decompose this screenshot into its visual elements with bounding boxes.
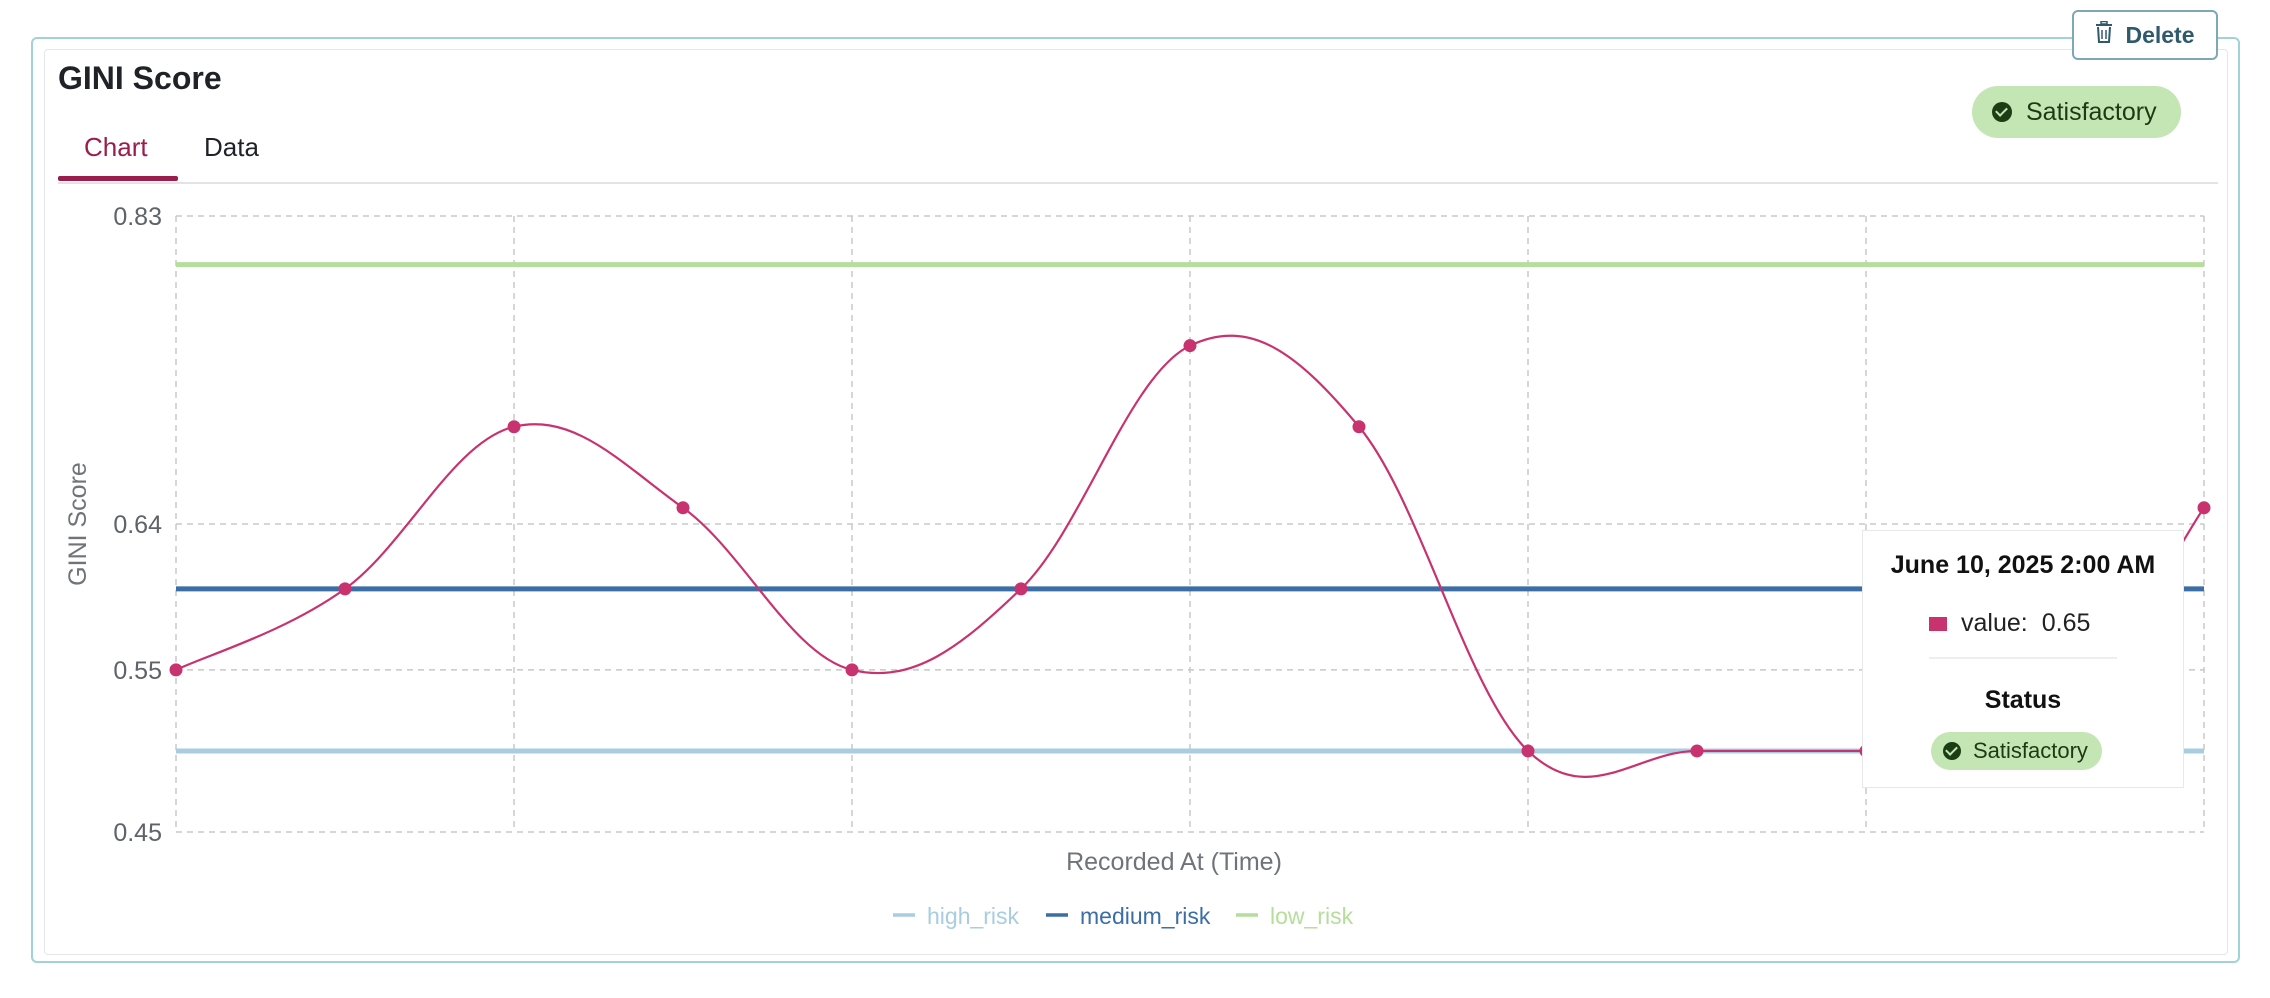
- data-point: [845, 663, 859, 677]
- data-point: [1352, 420, 1366, 434]
- tooltip-series-swatch: [1929, 616, 1947, 631]
- tab-bar: Chart Data: [58, 120, 2218, 184]
- data-point: [169, 663, 183, 677]
- y-tick-label: 0.64: [113, 511, 162, 539]
- trash-icon: [2095, 20, 2113, 49]
- data-point: [507, 420, 521, 434]
- tab-data[interactable]: Data: [204, 132, 259, 162]
- tooltip-status-badge: Satisfactory: [1931, 732, 2102, 770]
- tooltip-value-row: value: 0.65: [1929, 609, 2090, 638]
- tooltip-value: 0.65: [2041, 609, 2091, 637]
- check-circle-icon: [1992, 102, 2012, 122]
- tooltip-date: June 10, 2025 2:00 AM: [1890, 551, 2156, 579]
- x-axis-label: Recorded At (Time): [1066, 848, 1282, 876]
- card-title: GINI Score: [58, 60, 222, 96]
- chart-tooltip: June 10, 2025 2:00 AM value: 0.65 Status…: [1862, 530, 2184, 788]
- grid-lines: [175, 215, 2205, 833]
- delete-button[interactable]: Delete: [2072, 10, 2218, 60]
- legend-label-high-risk: high_risk: [927, 903, 1020, 929]
- data-point: [1690, 744, 1704, 758]
- y-tick-label: 0.45: [113, 819, 162, 847]
- y-tick-label: 0.55: [113, 657, 162, 685]
- tooltip-divider: [1929, 657, 2117, 659]
- y-axis-label: GINI Score: [64, 462, 92, 586]
- chart-card: [44, 49, 2228, 955]
- y-tick-label: 0.83: [113, 203, 162, 231]
- tooltip-status-label: Status: [1984, 686, 2062, 714]
- status-badge: Satisfactory: [1972, 86, 2181, 138]
- legend-label-medium-risk: medium_risk: [1080, 903, 1211, 929]
- data-point: [1014, 582, 1028, 596]
- delete-button-label: Delete: [2125, 21, 2195, 48]
- data-point: [676, 501, 690, 515]
- data-point: [2197, 501, 2211, 515]
- check-circle-icon: [1943, 742, 1961, 760]
- status-badge-label: Satisfactory: [2026, 97, 2157, 126]
- tooltip-value-label: value:: [1961, 609, 2028, 637]
- data-point: [1183, 339, 1197, 353]
- tab-chart[interactable]: Chart: [84, 132, 148, 162]
- legend-label-low-risk: low_risk: [1270, 903, 1354, 929]
- data-point: [338, 582, 352, 596]
- legend: high_risk medium_risk low_risk: [893, 903, 1354, 929]
- tooltip-status-text: Satisfactory: [1973, 738, 2088, 763]
- active-tab-indicator: [58, 176, 178, 181]
- data-point: [1521, 744, 1535, 758]
